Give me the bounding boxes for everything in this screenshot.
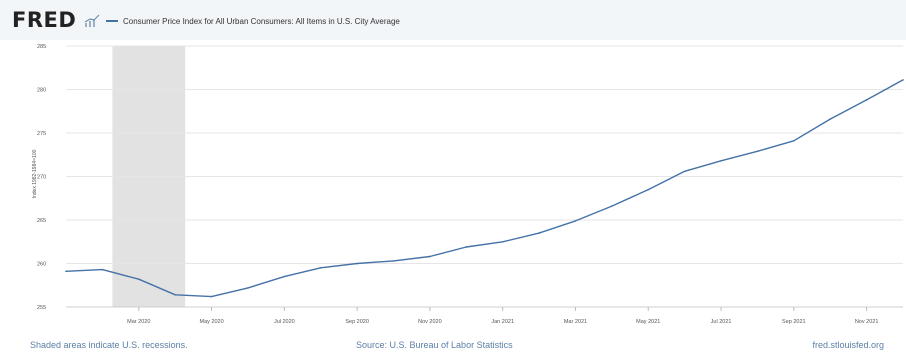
data-point [356, 262, 358, 265]
line-chart: 255 260 265 270 275 280 285 Mar 2020 May 2020 Ju… [37, 44, 904, 325]
chart-line-icon [84, 14, 100, 27]
data-point [902, 79, 904, 81]
x-tick-label: Jan 2021 [491, 319, 514, 325]
x-tick-label: May 2020 [199, 319, 223, 325]
series-layer [65, 79, 904, 298]
series-line-0 [65, 79, 904, 298]
x-tick-label: Jul 2021 [711, 319, 732, 325]
chart-header: FRED Consumer Price Index for All Urban … [0, 0, 906, 40]
y-tick-label: 275 [37, 131, 46, 137]
x-tick-label: Nov 2020 [418, 319, 442, 325]
y-tick-label: 285 [37, 44, 46, 50]
y-tick-label: 255 [37, 305, 46, 311]
x-tick-label: May 2021 [636, 319, 660, 325]
data-point [319, 267, 322, 269]
data-point [611, 205, 613, 207]
data-point [720, 160, 722, 162]
data-point [429, 255, 431, 258]
x-tick-label: Sep 2021 [782, 319, 806, 325]
chart-legend: Consumer Price Index for All Urban Consu… [106, 15, 400, 27]
x-tick-label: Sep 2020 [345, 319, 369, 325]
data-point [283, 275, 286, 278]
data-point [65, 270, 67, 273]
data-point [538, 232, 540, 234]
data-point [137, 278, 140, 280]
site-link[interactable]: fred.stlouisfed.org [812, 340, 884, 350]
recession-note: Shaded areas indicate U.S. recessions. [30, 340, 188, 350]
data-point [756, 150, 759, 153]
data-point [865, 99, 868, 101]
legend-swatch [106, 20, 118, 22]
y-tick-label: 260 [37, 262, 46, 268]
legend-label: Consumer Price Index for All Urban Consu… [123, 16, 400, 26]
data-point [210, 295, 213, 298]
y-tick-label: 280 [37, 88, 46, 94]
x-tick-layer: Mar 2020 May 2020 Jul 2020 Sep 2020 Nov 2020… [127, 307, 878, 325]
x-tick-label: Jul 2020 [274, 319, 295, 325]
data-point [101, 268, 104, 271]
data-point [501, 240, 504, 243]
data-point [174, 294, 176, 296]
data-point [392, 260, 395, 262]
source-note: Source: U.S. Bureau of Labor Statistics [356, 340, 513, 350]
data-point [465, 246, 468, 248]
data-point [574, 220, 577, 222]
chart-footer: Shaded areas indicate U.S. recessions. S… [0, 336, 906, 360]
data-point [829, 118, 832, 120]
x-tick-label: Mar 2020 [127, 319, 150, 325]
data-point [793, 140, 795, 142]
fred-logo: FRED [12, 8, 77, 32]
data-point [683, 170, 686, 173]
data-point [647, 188, 650, 191]
y-tick-label: 270 [37, 175, 46, 181]
y-tick-label: 265 [37, 218, 46, 224]
y-tick-layer: 255 260 265 270 275 280 285 [37, 44, 46, 311]
x-tick-label: Nov 2021 [855, 319, 879, 325]
data-point [247, 287, 249, 289]
x-tick-label: Mar 2021 [564, 319, 587, 325]
grid-layer [66, 45, 903, 308]
